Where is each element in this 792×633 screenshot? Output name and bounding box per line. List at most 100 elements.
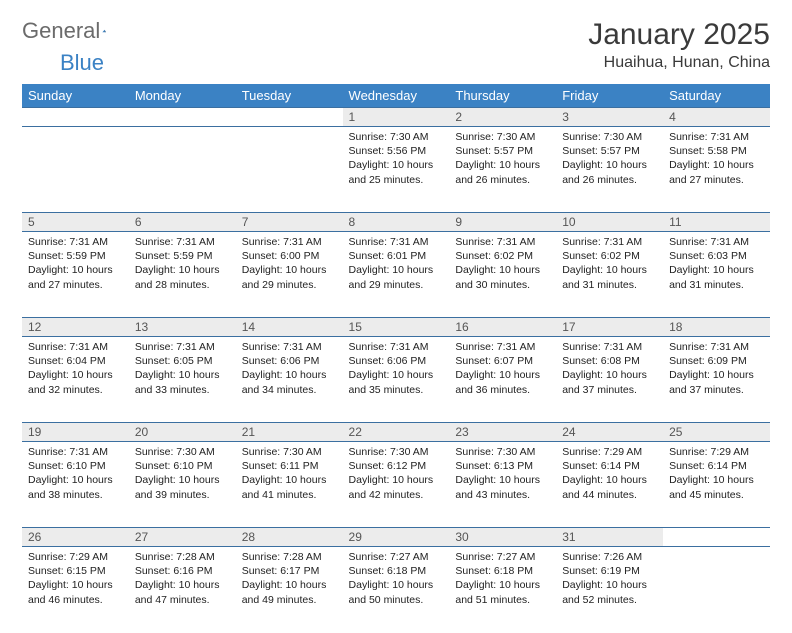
day-details: Sunrise: 7:31 AMSunset: 5:59 PMDaylight:… (22, 232, 129, 296)
day-cell: Sunrise: 7:29 AMSunset: 6:15 PMDaylight:… (22, 547, 129, 633)
day-number: 2 (449, 108, 556, 127)
day-number: 30 (449, 528, 556, 547)
day-content-row: Sunrise: 7:30 AMSunset: 5:56 PMDaylight:… (22, 127, 770, 213)
day-details: Sunrise: 7:31 AMSunset: 6:02 PMDaylight:… (449, 232, 556, 296)
day-number: 20 (129, 423, 236, 442)
day-details: Sunrise: 7:31 AMSunset: 5:58 PMDaylight:… (663, 127, 770, 191)
day-cell: Sunrise: 7:29 AMSunset: 6:14 PMDaylight:… (663, 442, 770, 528)
page-header: General January 2025 Huaihua, Hunan, Chi… (22, 18, 770, 72)
day-number-row: 262728293031 (22, 528, 770, 547)
day-content-row: Sunrise: 7:29 AMSunset: 6:15 PMDaylight:… (22, 547, 770, 633)
day-number: 31 (556, 528, 663, 547)
day-details: Sunrise: 7:31 AMSunset: 6:02 PMDaylight:… (556, 232, 663, 296)
day-number-empty (663, 528, 770, 547)
day-cell: Sunrise: 7:31 AMSunset: 6:08 PMDaylight:… (556, 337, 663, 423)
day-cell: Sunrise: 7:31 AMSunset: 6:05 PMDaylight:… (129, 337, 236, 423)
day-details: Sunrise: 7:31 AMSunset: 6:03 PMDaylight:… (663, 232, 770, 296)
title-block: January 2025 Huaihua, Hunan, China (588, 18, 770, 72)
day-number: 24 (556, 423, 663, 442)
weekday-header: Tuesday (236, 84, 343, 108)
day-cell: Sunrise: 7:31 AMSunset: 5:59 PMDaylight:… (22, 232, 129, 318)
logo: General (22, 18, 128, 44)
day-cell: Sunrise: 7:31 AMSunset: 5:59 PMDaylight:… (129, 232, 236, 318)
day-number-row: 19202122232425 (22, 423, 770, 442)
day-details: Sunrise: 7:29 AMSunset: 6:14 PMDaylight:… (556, 442, 663, 506)
day-number: 17 (556, 318, 663, 337)
day-number: 28 (236, 528, 343, 547)
day-cell: Sunrise: 7:31 AMSunset: 6:01 PMDaylight:… (343, 232, 450, 318)
day-cell: Sunrise: 7:31 AMSunset: 6:07 PMDaylight:… (449, 337, 556, 423)
day-details: Sunrise: 7:27 AMSunset: 6:18 PMDaylight:… (449, 547, 556, 611)
day-cell: Sunrise: 7:31 AMSunset: 6:03 PMDaylight:… (663, 232, 770, 318)
day-number: 23 (449, 423, 556, 442)
day-details: Sunrise: 7:26 AMSunset: 6:19 PMDaylight:… (556, 547, 663, 611)
day-number-empty (236, 108, 343, 127)
day-number: 6 (129, 213, 236, 232)
day-number: 1 (343, 108, 450, 127)
day-cell-empty (663, 547, 770, 633)
day-number: 8 (343, 213, 450, 232)
day-details: Sunrise: 7:31 AMSunset: 6:08 PMDaylight:… (556, 337, 663, 401)
day-number: 5 (22, 213, 129, 232)
day-details: Sunrise: 7:30 AMSunset: 6:10 PMDaylight:… (129, 442, 236, 506)
day-number-row: 567891011 (22, 213, 770, 232)
logo-triangle-icon (102, 20, 106, 42)
day-cell: Sunrise: 7:31 AMSunset: 5:58 PMDaylight:… (663, 127, 770, 213)
day-cell: Sunrise: 7:28 AMSunset: 6:17 PMDaylight:… (236, 547, 343, 633)
logo-text-blue: Blue (60, 50, 104, 76)
logo-text-general: General (22, 18, 100, 44)
day-number: 27 (129, 528, 236, 547)
weekday-header-row: SundayMondayTuesdayWednesdayThursdayFrid… (22, 84, 770, 108)
day-details: Sunrise: 7:30 AMSunset: 6:13 PMDaylight:… (449, 442, 556, 506)
day-number-empty (22, 108, 129, 127)
day-cell: Sunrise: 7:30 AMSunset: 6:10 PMDaylight:… (129, 442, 236, 528)
day-number: 15 (343, 318, 450, 337)
day-details: Sunrise: 7:31 AMSunset: 6:06 PMDaylight:… (343, 337, 450, 401)
location-label: Huaihua, Hunan, China (588, 54, 770, 72)
day-cell-empty (129, 127, 236, 213)
day-details: Sunrise: 7:28 AMSunset: 6:16 PMDaylight:… (129, 547, 236, 611)
calendar-page: General January 2025 Huaihua, Hunan, Chi… (0, 0, 792, 633)
day-content-row: Sunrise: 7:31 AMSunset: 6:04 PMDaylight:… (22, 337, 770, 423)
day-cell: Sunrise: 7:31 AMSunset: 6:00 PMDaylight:… (236, 232, 343, 318)
day-details: Sunrise: 7:30 AMSunset: 6:11 PMDaylight:… (236, 442, 343, 506)
day-details: Sunrise: 7:31 AMSunset: 5:59 PMDaylight:… (129, 232, 236, 296)
day-number: 12 (22, 318, 129, 337)
day-details: Sunrise: 7:30 AMSunset: 5:56 PMDaylight:… (343, 127, 450, 191)
day-number: 29 (343, 528, 450, 547)
day-cell: Sunrise: 7:30 AMSunset: 6:13 PMDaylight:… (449, 442, 556, 528)
calendar-body: 1234Sunrise: 7:30 AMSunset: 5:56 PMDayli… (22, 108, 770, 633)
day-cell: Sunrise: 7:27 AMSunset: 6:18 PMDaylight:… (343, 547, 450, 633)
day-number: 13 (129, 318, 236, 337)
day-content-row: Sunrise: 7:31 AMSunset: 6:10 PMDaylight:… (22, 442, 770, 528)
day-cell-empty (22, 127, 129, 213)
day-details: Sunrise: 7:30 AMSunset: 6:12 PMDaylight:… (343, 442, 450, 506)
day-content-row: Sunrise: 7:31 AMSunset: 5:59 PMDaylight:… (22, 232, 770, 318)
day-number: 10 (556, 213, 663, 232)
day-cell: Sunrise: 7:30 AMSunset: 6:11 PMDaylight:… (236, 442, 343, 528)
day-cell: Sunrise: 7:26 AMSunset: 6:19 PMDaylight:… (556, 547, 663, 633)
day-cell: Sunrise: 7:27 AMSunset: 6:18 PMDaylight:… (449, 547, 556, 633)
day-number: 7 (236, 213, 343, 232)
day-number: 16 (449, 318, 556, 337)
weekday-header: Wednesday (343, 84, 450, 108)
weekday-header: Monday (129, 84, 236, 108)
day-details: Sunrise: 7:30 AMSunset: 5:57 PMDaylight:… (449, 127, 556, 191)
day-details: Sunrise: 7:31 AMSunset: 6:01 PMDaylight:… (343, 232, 450, 296)
day-number-row: 1234 (22, 108, 770, 127)
day-details: Sunrise: 7:29 AMSunset: 6:15 PMDaylight:… (22, 547, 129, 611)
weekday-header: Sunday (22, 84, 129, 108)
month-title: January 2025 (588, 18, 770, 52)
calendar-table: SundayMondayTuesdayWednesdayThursdayFrid… (22, 84, 770, 633)
day-cell: Sunrise: 7:30 AMSunset: 5:56 PMDaylight:… (343, 127, 450, 213)
day-details: Sunrise: 7:31 AMSunset: 6:05 PMDaylight:… (129, 337, 236, 401)
day-details: Sunrise: 7:31 AMSunset: 6:09 PMDaylight:… (663, 337, 770, 401)
day-cell: Sunrise: 7:30 AMSunset: 6:12 PMDaylight:… (343, 442, 450, 528)
weekday-header: Thursday (449, 84, 556, 108)
day-cell: Sunrise: 7:31 AMSunset: 6:02 PMDaylight:… (556, 232, 663, 318)
day-cell: Sunrise: 7:29 AMSunset: 6:14 PMDaylight:… (556, 442, 663, 528)
day-details: Sunrise: 7:31 AMSunset: 6:10 PMDaylight:… (22, 442, 129, 506)
day-details: Sunrise: 7:31 AMSunset: 6:06 PMDaylight:… (236, 337, 343, 401)
day-cell: Sunrise: 7:28 AMSunset: 6:16 PMDaylight:… (129, 547, 236, 633)
day-cell: Sunrise: 7:31 AMSunset: 6:02 PMDaylight:… (449, 232, 556, 318)
